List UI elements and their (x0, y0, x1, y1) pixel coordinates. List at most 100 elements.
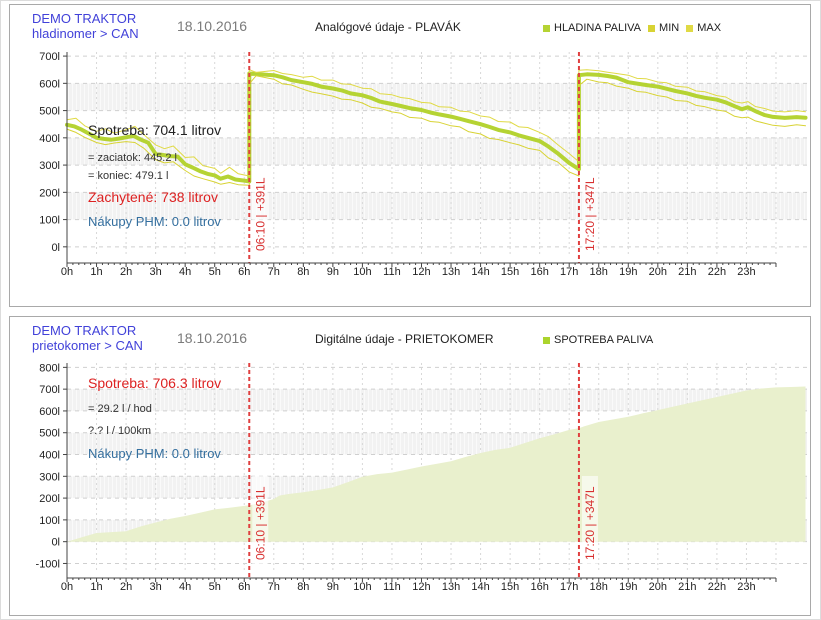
x-tick-label: 4h (179, 581, 191, 593)
chart-annotation: Nákupy PHM: 0.0 litrov (88, 446, 221, 461)
x-tick-label: 1h (90, 266, 102, 278)
legend-item: MAX (686, 22, 721, 34)
y-tick-label: 700l (39, 51, 60, 63)
plot-band (67, 137, 807, 166)
legend-label: HLADINA PALIVA (554, 22, 642, 34)
x-tick-label: 8h (297, 266, 309, 278)
x-tick-label: 0h (61, 266, 73, 278)
y-tick-label: -100l (36, 558, 60, 570)
vehicle-name: DEMO TRAKTOR (32, 11, 137, 26)
x-tick-label: 6h (238, 266, 250, 278)
chart-legend: HLADINA PALIVA MIN MAX (543, 22, 721, 34)
vehicle-name: DEMO TRAKTOR (32, 323, 137, 338)
y-tick-label: 500l (39, 428, 60, 440)
chart-annotation: Nákupy PHM: 0.0 litrov (88, 214, 221, 229)
x-tick-label: 10h (353, 581, 371, 593)
chart-annotation: Spotreba: 706.3 litrov (88, 375, 222, 391)
fuel-consumption-panel: 06:10 | +391L 17:20 | +347L -100l 0l 100l 200… (9, 316, 811, 616)
refuel-marker-label-bg (252, 167, 269, 255)
x-tick-label: 3h (149, 581, 161, 593)
x-tick-label: 14h (471, 266, 489, 278)
x-tick-label: 20h (649, 581, 667, 593)
refuel-marker-label-bg (252, 476, 269, 564)
chart-legend: SPOTREBA PALIVA (543, 334, 653, 346)
y-tick-label: 700l (39, 384, 60, 396)
x-tick-label: 13h (442, 581, 460, 593)
x-tick-label: 16h (530, 581, 548, 593)
fuel-level-chart: 06:10 | +391L 17:20 | +347L 0l 100l 200l 300l… (39, 51, 808, 278)
x-tick-label: 19h (619, 581, 637, 593)
x-tick-label: 11h (383, 266, 401, 278)
x-tick-label: 12h (412, 266, 430, 278)
x-tick-label: 7h (268, 581, 280, 593)
x-tick-label: 5h (209, 581, 221, 593)
series-area (67, 386, 806, 542)
legend-item: SPOTREBA PALIVA (543, 334, 653, 346)
x-tick-label: 7h (268, 266, 280, 278)
fuel-consumption-chart: 06:10 | +391L 17:20 | +347L -100l 0l 100l 200… (36, 362, 807, 593)
y-tick-label: 0l (51, 242, 60, 254)
y-tick-label: 100l (39, 215, 60, 227)
legend-swatch (543, 24, 550, 32)
x-tick-label: 16h (530, 266, 548, 278)
y-tick-label: 100l (39, 515, 60, 527)
refuel-marker-label: 06:10 | +391L (253, 177, 267, 251)
x-tick-label: 3h (149, 266, 161, 278)
x-tick-label: 17h (560, 581, 578, 593)
x-tick-label: 10h (353, 266, 371, 278)
x-tick-label: 6h (238, 581, 250, 593)
vehicle-link[interactable]: DEMO TRAKTOR prietokomer > CAN (32, 323, 143, 353)
series-line (66, 75, 806, 186)
x-tick-label: 8h (297, 581, 309, 593)
y-tick-label: 300l (39, 471, 60, 483)
x-tick-label: 12h (412, 581, 430, 593)
x-tick-label: 15h (501, 266, 519, 278)
legend-item: HLADINA PALIVA (543, 22, 641, 34)
series-line (66, 69, 806, 177)
y-tick-label: 400l (39, 450, 60, 462)
x-tick-label: 15h (501, 581, 519, 593)
y-tick-label: 200l (39, 187, 60, 199)
x-tick-label: 17h (560, 266, 578, 278)
y-tick-label: 300l (39, 160, 60, 172)
y-tick-label: 400l (39, 133, 60, 145)
x-tick-label: 4h (179, 266, 191, 278)
x-tick-label: 0h (61, 581, 73, 593)
x-tick-label: 23h (737, 581, 755, 593)
legend-swatch (686, 24, 694, 32)
chart-title: Analógové údaje - PLAVÁK (315, 20, 461, 34)
report-date: 18.10.2016 (177, 330, 248, 346)
series-line (65, 71, 808, 184)
x-tick-label: 21h (678, 581, 696, 593)
vehicle-channel: hladinomer > CAN (32, 26, 139, 41)
x-tick-label: 22h (708, 266, 726, 278)
refuel-marker-label: 17:20 | +347L (583, 486, 597, 560)
vehicle-channel: prietokomer > CAN (32, 338, 143, 353)
x-tick-label: 20h (649, 266, 667, 278)
y-tick-label: 0l (51, 537, 60, 549)
chart-annotation: Spotreba: 704.1 litrov (88, 122, 222, 138)
y-tick-label: 600l (39, 406, 60, 418)
y-tick-label: 800l (39, 362, 60, 374)
plot-band (67, 389, 807, 411)
x-tick-label: 23h (737, 266, 755, 278)
x-tick-label: 14h (471, 581, 489, 593)
refuel-marker-label-bg (581, 476, 598, 564)
vehicle-link[interactable]: DEMO TRAKTOR hladinomer > CAN (32, 11, 139, 41)
x-tick-label: 9h (327, 581, 339, 593)
x-tick-label: 19h (619, 266, 637, 278)
legend-label: MAX (697, 22, 722, 34)
chart-annotation: = zaciatok: 445.2 l (88, 152, 177, 164)
x-tick-label: 18h (590, 581, 608, 593)
plot-band (67, 192, 807, 220)
refuel-marker-label: 06:10 | +391L (253, 486, 267, 560)
x-tick-label: 21h (678, 266, 696, 278)
fuel-level-panel: 06:10 | +391L 17:20 | +347L 0l 100l 200l 300l… (9, 4, 811, 307)
legend-swatch (648, 24, 656, 32)
legend-item: MIN (648, 22, 679, 34)
x-tick-label: 2h (120, 581, 132, 593)
x-tick-label: 5h (209, 266, 221, 278)
refuel-marker-label-bg (581, 167, 598, 255)
y-tick-label: 500l (39, 106, 60, 118)
y-tick-label: 600l (39, 78, 60, 90)
